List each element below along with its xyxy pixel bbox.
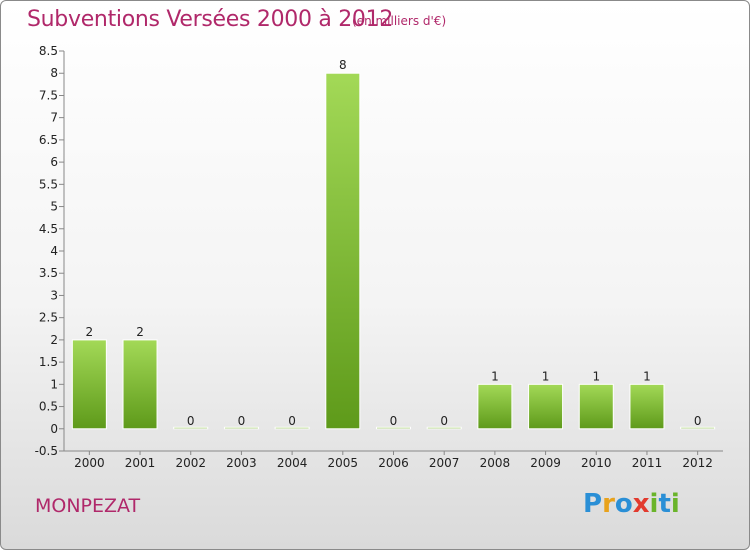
y-tick-label: 5.5 <box>39 177 58 191</box>
bar-2003 <box>223 426 259 430</box>
chart-subtitle: (en milliers d'€) <box>352 14 447 28</box>
bar-2000 <box>71 339 107 430</box>
data-label: 0 <box>390 414 398 428</box>
bar-2011 <box>629 383 665 430</box>
y-tick-label: 5 <box>50 200 58 214</box>
x-tick-label: 2011 <box>632 456 663 470</box>
bar-2009 <box>528 383 564 430</box>
y-tick-label: 0 <box>50 422 58 436</box>
bar-2004 <box>274 426 310 430</box>
bar-2001 <box>122 339 158 430</box>
data-label: 0 <box>440 414 448 428</box>
bar-2008 <box>477 383 513 430</box>
y-tick-label: -0.5 <box>35 444 58 458</box>
data-label: 1 <box>643 369 651 383</box>
logo-letter: t <box>658 489 671 519</box>
data-label: 0 <box>187 414 195 428</box>
data-label: 0 <box>288 414 296 428</box>
x-tick-label: 2012 <box>682 456 713 470</box>
data-label: 2 <box>136 325 144 339</box>
proxiti-logo: Proxiti <box>583 489 680 519</box>
x-tick-label: 2001 <box>125 456 156 470</box>
bar-2012 <box>680 426 716 430</box>
y-tick-label: 8 <box>50 66 58 80</box>
chart-title: Subventions Versées 2000 à 2012 <box>27 7 394 32</box>
y-tick-label: 4 <box>50 244 58 258</box>
y-tick-label: 1 <box>50 377 58 391</box>
data-label: 8 <box>339 58 347 72</box>
y-tick-label: 3 <box>50 288 58 302</box>
bar-2007 <box>426 426 462 430</box>
logo-letter: i <box>670 489 680 519</box>
x-tick-label: 2008 <box>480 456 511 470</box>
logo-letter: P <box>583 489 603 519</box>
bar-2010 <box>578 383 614 430</box>
data-label: 1 <box>542 369 550 383</box>
logo-letter: r <box>602 489 615 519</box>
y-tick-label: 3.5 <box>39 266 58 280</box>
logo-letter: i <box>649 489 659 519</box>
y-tick-label: 7 <box>50 111 58 125</box>
x-tick-label: 2002 <box>175 456 206 470</box>
commune-name: MONPEZAT <box>35 495 141 517</box>
data-label: 1 <box>491 369 499 383</box>
logo-letter: x <box>632 489 650 519</box>
data-label: 0 <box>694 414 702 428</box>
data-label: 1 <box>592 369 600 383</box>
bar-2006 <box>376 426 411 430</box>
x-tick-label: 2010 <box>581 456 612 470</box>
x-tick-label: 2003 <box>226 456 257 470</box>
x-tick-label: 2009 <box>530 456 561 470</box>
x-tick-label: 2004 <box>277 456 308 470</box>
y-tick-label: 6.5 <box>39 133 58 147</box>
y-tick-label: 1.5 <box>39 355 58 369</box>
bar-2002 <box>173 426 209 430</box>
data-label: 0 <box>238 414 246 428</box>
y-tick-label: 8.5 <box>39 44 58 58</box>
y-tick-label: 2 <box>50 333 58 347</box>
logo-letter: o <box>614 489 633 519</box>
x-tick-label: 2006 <box>378 456 409 470</box>
y-tick-label: 7.5 <box>39 88 58 102</box>
bar-2005 <box>325 72 361 430</box>
y-tick-label: 4.5 <box>39 222 58 236</box>
y-tick-label: 2.5 <box>39 311 58 325</box>
data-label: 2 <box>86 325 94 339</box>
x-tick-label: 2000 <box>74 456 105 470</box>
y-tick-label: 0.5 <box>39 400 58 414</box>
x-tick-label: 2007 <box>429 456 460 470</box>
y-tick-label: 6 <box>50 155 58 169</box>
x-tick-label: 2005 <box>328 456 359 470</box>
